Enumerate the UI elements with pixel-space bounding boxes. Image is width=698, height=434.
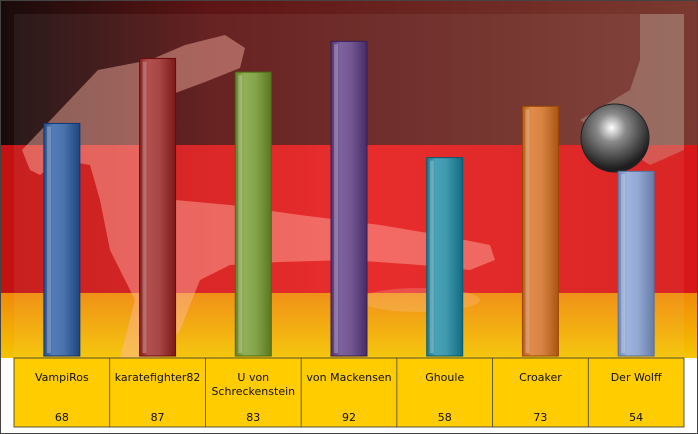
value-label: 58: [438, 411, 452, 424]
category-label: U von Schreckenstein: [211, 371, 295, 398]
value-label: 54: [629, 411, 643, 424]
bar-0: [43, 122, 81, 357]
bar-highlight-5: [525, 109, 530, 353]
category-label: VampiRos: [35, 371, 89, 384]
value-label: 73: [533, 411, 547, 424]
value-label: 68: [55, 411, 69, 424]
bar-highlight-6: [621, 174, 626, 353]
category-label: Der Wolff: [611, 371, 662, 384]
bar-highlight-2: [238, 75, 243, 353]
value-label: 87: [151, 411, 165, 424]
bar-4: [426, 157, 464, 357]
category-label: Croaker: [519, 371, 562, 384]
bar-series: [43, 40, 655, 357]
bar-highlight-4: [429, 160, 434, 353]
category-label: karatefighter82: [115, 371, 201, 384]
value-label: 92: [342, 411, 356, 424]
bar-5: [521, 105, 559, 357]
bar-highlight-0: [46, 126, 51, 353]
category-label: Ghoule: [425, 371, 464, 384]
category-table: VampiRos karatefighter82 U von Schreckenste…: [13, 357, 685, 428]
bar-highlight-1: [142, 61, 147, 354]
soccer-ball-icon: [580, 103, 650, 173]
bar-1: [139, 57, 177, 357]
bar-highlight-3: [334, 44, 338, 354]
bar-2: [234, 71, 272, 357]
value-label: 83: [246, 411, 260, 424]
bar-3: [330, 40, 368, 357]
category-label: von Mackensen: [306, 371, 391, 384]
bar-6: [617, 170, 655, 357]
